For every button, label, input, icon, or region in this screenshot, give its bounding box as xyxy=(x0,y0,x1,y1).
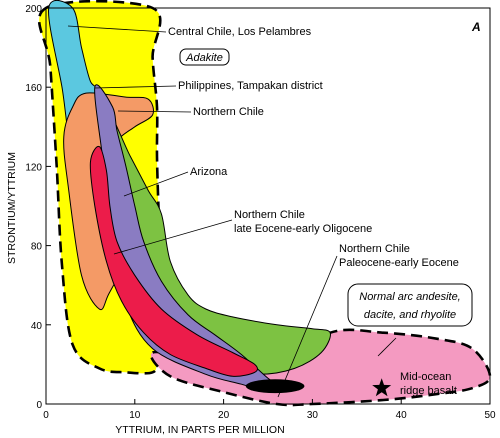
x-tick-label: 30 xyxy=(307,410,319,421)
x-axis-title: YTTRIUM, IN PARTS PER MILLION xyxy=(115,424,284,436)
leader-paleocene xyxy=(277,255,338,398)
y-tick-label: 40 xyxy=(31,321,43,332)
leader-central-chile xyxy=(67,25,167,33)
morb-label-line2: ridge basalt xyxy=(400,385,457,397)
leader-lines xyxy=(67,25,397,398)
leader-philippines xyxy=(94,85,177,89)
x-tick-label: 10 xyxy=(129,410,141,421)
philippines-label: Philippines, Tampakan district xyxy=(178,80,323,92)
y-tick-label: 0 xyxy=(36,400,42,411)
normal-arc-label-line2: dacite, and rhyolite xyxy=(364,309,456,321)
x-tick-label: 0 xyxy=(43,410,49,421)
x-tick-label: 50 xyxy=(484,410,496,421)
adakite-label: Adakite xyxy=(185,52,223,64)
y-tick-label: 160 xyxy=(25,83,42,94)
central-chile-label: Central Chile, Los Pelambres xyxy=(168,26,312,38)
black-field-ellipse xyxy=(245,379,305,394)
fields-layer xyxy=(37,0,492,407)
y-tick-label: 120 xyxy=(25,162,42,173)
paleocene-label-line2: Paleocene-early Eocene xyxy=(339,257,459,269)
morb-star-marker xyxy=(372,378,392,397)
y-tick-label: 200 xyxy=(25,4,42,15)
x-tick-label: 20 xyxy=(218,410,230,421)
leader-late-eocene xyxy=(113,219,233,255)
adakite-label-box xyxy=(179,48,230,66)
y-axis-title: STRONTIUM/YTTRIUM xyxy=(6,152,18,264)
northern-chile-label: Northern Chile xyxy=(193,106,264,118)
morb-label-line1: Mid-ocean xyxy=(400,371,451,383)
field-normal-arc xyxy=(149,328,492,407)
normal-arc-label-box xyxy=(347,283,473,327)
leader-arizona xyxy=(123,171,189,197)
arizona-label: Arizona xyxy=(190,166,228,178)
ticks-layer: 0 10 20 30 40 50 0 40 80 120 160 200 xyxy=(25,4,496,421)
leader-northern-chile xyxy=(117,110,192,113)
paleocene-label-line1: Northern Chile xyxy=(339,243,410,255)
normal-arc-label-line1: Normal arc andesite, xyxy=(359,291,461,303)
late-eocene-label-line2: late Eocene-early Oligocene xyxy=(234,223,372,235)
late-eocene-label-line1: Northern Chile xyxy=(234,209,305,221)
field-late-eocene xyxy=(89,146,258,377)
x-tick-label: 40 xyxy=(396,410,408,421)
panel-label: A xyxy=(471,20,481,34)
leader-normal-arc xyxy=(377,337,397,357)
plot-frame xyxy=(45,7,491,405)
y-tick-label: 80 xyxy=(31,242,43,253)
